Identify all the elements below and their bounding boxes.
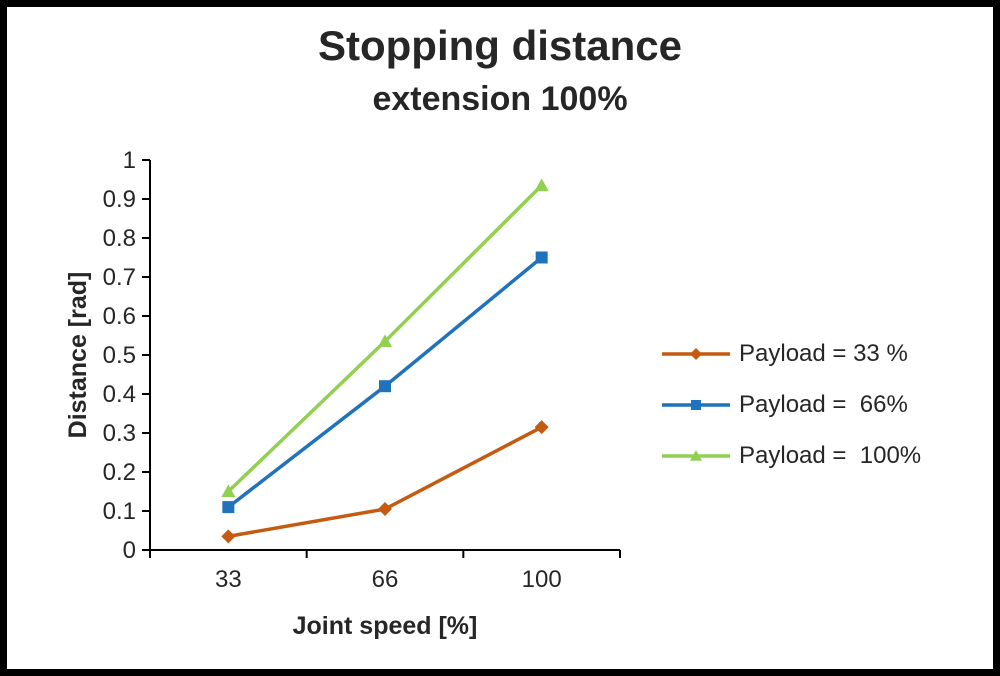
y-tick-label: 0.2 [103,459,136,486]
legend-item-1: Payload = 66% [660,391,921,419]
y-tick-label: 0.4 [103,381,136,408]
marker-square [535,251,548,264]
legend-label-0: Payload = 33 % [739,340,908,367]
x-tick-label: 33 [215,566,242,593]
marker-diamond [690,348,702,360]
series-2 [221,178,549,498]
marker-triangle [690,450,702,461]
legend-label-1: Payload = 66% [739,391,908,418]
y-tick-label: 0.3 [103,420,136,447]
x-axis-title: Joint speed [%] [293,612,478,640]
y-tick-label: 0.6 [103,303,136,330]
chart-title: Stopping distance [317,22,682,69]
marker-triangle [378,334,392,347]
y-tick-label: 0.9 [103,186,136,213]
legend-key-1 [662,400,730,410]
legend-key-0 [662,348,730,360]
marker-square [222,501,235,514]
y-tick-label: 0.5 [103,342,136,369]
series-line-0 [228,425,543,539]
y-axis-title: Distance [rad] [64,272,92,439]
y-tick-label: 0.8 [103,225,136,252]
axes [142,159,621,558]
legend-label-2: Payload = 100% [739,442,922,469]
x-tick-label: 100 [522,566,562,593]
chart-subtitle: extension 100% [372,80,628,118]
legend: Payload = 33 % Payload = 66% Payload = 100… [660,340,921,470]
plot-area: Distance [rad] Joint speed [%] 0 0.1 0.2 0.… [64,147,621,640]
legend-item-2: Payload = 100% [660,442,921,470]
series-0 [221,420,549,544]
y-tick-label: 1 [123,147,136,174]
y-tick-label: 0 [123,537,136,564]
y-tick-label: 0.7 [103,264,136,291]
y-tick-label: 0.1 [103,498,136,525]
marker-diamond [534,420,549,435]
legend-item-0: Payload = 33 % [660,340,921,368]
legend-key-2 [662,450,730,461]
marker-square [379,380,391,393]
marker-triangle [534,178,549,191]
series-1 [222,251,548,514]
marker-diamond [378,502,392,517]
x-tick-label: 66 [372,566,399,593]
marker-triangle [221,484,236,498]
marker-diamond [221,529,236,544]
marker-square [691,400,701,410]
